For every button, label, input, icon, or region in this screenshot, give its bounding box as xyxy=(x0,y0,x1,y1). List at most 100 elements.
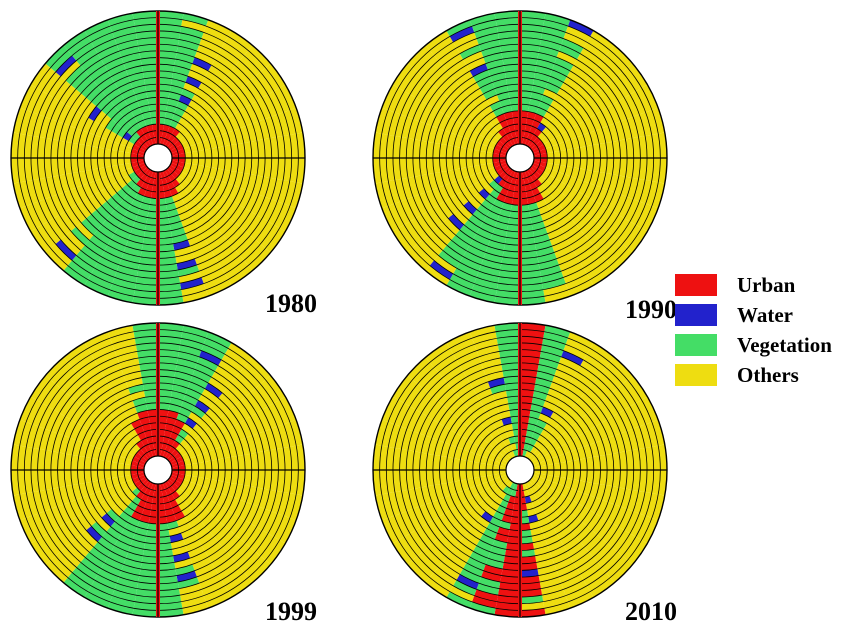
cell-urban xyxy=(531,119,541,129)
cell-vegetation xyxy=(139,256,158,266)
cell-urban xyxy=(492,153,500,158)
cell-others xyxy=(444,495,457,511)
cell-vegetation xyxy=(127,516,140,527)
cell-others xyxy=(618,97,634,120)
cell-others xyxy=(52,487,64,507)
cell-others xyxy=(392,63,413,88)
cell-others xyxy=(192,504,205,517)
cell-vegetation xyxy=(89,65,108,82)
cell-others xyxy=(184,470,192,476)
cell-others xyxy=(473,381,491,395)
cell-others xyxy=(446,158,454,171)
cell-others xyxy=(550,188,562,200)
year-label: 1980 xyxy=(265,289,317,318)
cell-others xyxy=(75,222,94,241)
cell-others xyxy=(456,191,469,206)
cell-vegetation xyxy=(158,575,178,584)
cell-others xyxy=(560,531,577,546)
cell-vegetation xyxy=(80,245,102,263)
cell-others xyxy=(233,499,247,517)
cell-vegetation xyxy=(107,239,126,253)
cell-others xyxy=(627,540,648,565)
cell-others xyxy=(624,406,640,429)
cell-vegetation xyxy=(138,356,158,365)
cell-vegetation xyxy=(510,204,520,212)
cell-vegetation xyxy=(478,576,501,589)
cell-others xyxy=(573,158,581,169)
cell-vegetation xyxy=(177,351,200,364)
cell-others xyxy=(289,494,303,521)
cell-vegetation xyxy=(76,47,98,66)
cell-vegetation xyxy=(158,549,174,558)
cell-others xyxy=(489,501,500,511)
cell-urban xyxy=(144,189,153,198)
cell-others xyxy=(206,591,232,609)
cell-vegetation xyxy=(180,88,195,100)
cell-vegetation xyxy=(140,369,158,378)
cell-others xyxy=(463,82,480,97)
cell-vegetation xyxy=(481,199,494,211)
cell-urban xyxy=(483,564,503,576)
cell-urban xyxy=(137,466,145,470)
cell-others xyxy=(111,181,122,193)
cell-others xyxy=(651,494,665,521)
cell-vegetation xyxy=(125,65,143,77)
cell-vegetation xyxy=(453,580,477,596)
cell-others xyxy=(63,107,77,126)
cell-others xyxy=(204,158,212,168)
cell-others xyxy=(276,447,286,470)
cell-others xyxy=(474,338,498,351)
cell-urban xyxy=(524,170,531,178)
cell-others xyxy=(183,162,192,170)
cell-urban xyxy=(137,483,145,491)
cell-others xyxy=(488,479,497,487)
cell-others xyxy=(237,142,246,158)
cell-urban xyxy=(506,118,515,127)
cell-others xyxy=(44,138,53,158)
cell-others xyxy=(622,536,642,561)
cell-others xyxy=(45,488,58,509)
cell-vegetation xyxy=(67,572,92,592)
cell-others xyxy=(57,470,66,488)
cell-others xyxy=(105,184,117,197)
cell-others xyxy=(110,470,119,479)
cell-others xyxy=(183,458,192,466)
cell-others xyxy=(566,158,574,168)
cell-others xyxy=(558,356,581,372)
cell-vegetation xyxy=(114,583,138,596)
cell-others xyxy=(268,201,284,225)
cell-urban xyxy=(503,555,520,564)
cell-urban xyxy=(524,124,532,133)
cell-others xyxy=(204,229,223,245)
cell-others xyxy=(392,470,402,493)
cell-others xyxy=(535,480,544,488)
cell-others xyxy=(597,60,618,81)
cell-others xyxy=(64,453,73,470)
cell-others xyxy=(226,70,246,90)
cell-others xyxy=(26,203,43,229)
cell-others xyxy=(88,492,100,507)
cell-vegetation xyxy=(139,202,150,212)
cell-others xyxy=(438,97,454,115)
cell-others xyxy=(579,146,588,158)
cell-others xyxy=(191,158,199,166)
cell-vegetation xyxy=(111,192,124,205)
cell-others xyxy=(47,530,66,552)
cell-others xyxy=(583,354,606,373)
cell-urban xyxy=(162,482,169,490)
cell-others xyxy=(612,158,621,176)
cell-vegetation xyxy=(121,184,132,195)
cell-others xyxy=(216,180,228,195)
cell-others xyxy=(556,51,577,66)
cell-vegetation xyxy=(178,344,202,357)
cell-others xyxy=(421,523,438,544)
cell-others xyxy=(593,377,613,397)
cell-others xyxy=(240,396,257,417)
cell-others xyxy=(256,451,266,470)
cell-vegetation xyxy=(121,121,132,132)
cell-others xyxy=(124,458,133,466)
cell-urban xyxy=(520,110,529,119)
cell-vegetation xyxy=(117,127,127,138)
cell-others xyxy=(32,403,48,427)
cell-vegetation xyxy=(141,243,158,252)
